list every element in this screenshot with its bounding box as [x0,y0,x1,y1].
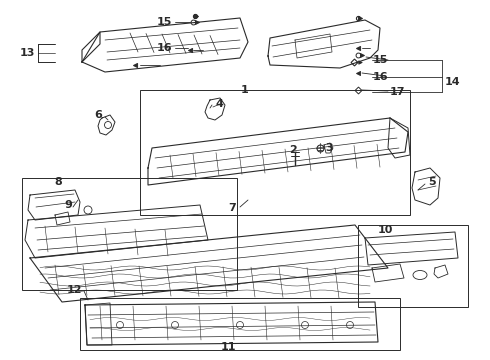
Text: 7: 7 [228,203,236,213]
Bar [358,225,468,307]
Bar [22,178,237,290]
Text: 3: 3 [325,143,333,153]
Bar [80,298,400,350]
Text: 16: 16 [372,72,388,82]
Text: 6: 6 [94,110,102,120]
Text: 8: 8 [54,177,62,187]
Text: 2: 2 [289,145,297,155]
Text: 15: 15 [157,17,172,27]
Text: 14: 14 [445,77,461,87]
Text: 16: 16 [156,43,172,53]
Text: 15: 15 [372,55,388,65]
Text: 4: 4 [215,99,223,109]
Text: 10: 10 [377,225,392,235]
Text: 11: 11 [220,342,236,352]
Text: 13: 13 [20,48,35,58]
Text: 9: 9 [64,200,72,210]
Text: 1: 1 [241,85,249,95]
Text: 17: 17 [390,87,406,97]
Bar [140,90,410,215]
Text: 5: 5 [428,177,436,187]
Text: 12: 12 [67,285,82,295]
